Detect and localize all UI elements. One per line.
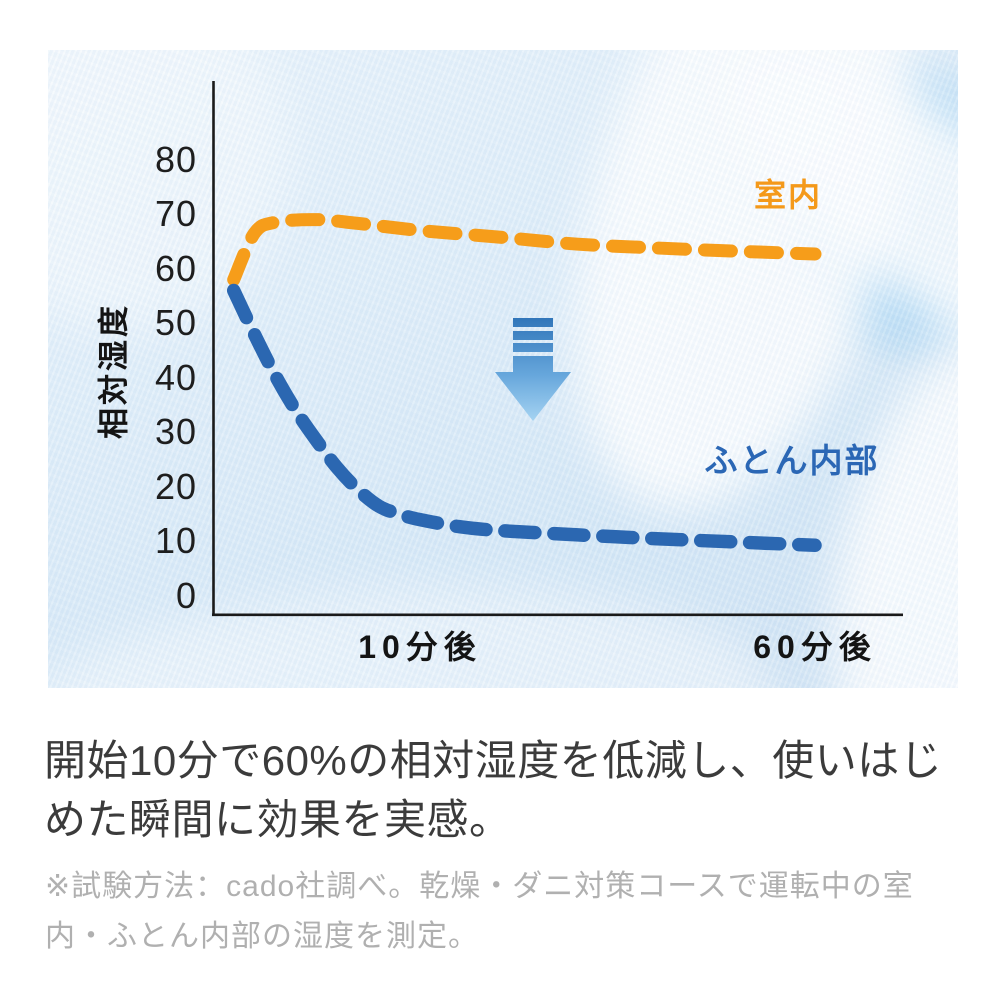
x-tick-label: 60分後 [753, 629, 877, 665]
note-line: ※試験方法：cado社調べ。乾燥・ダニ対策コースで運転中の室 [45, 870, 914, 903]
down-arrow-icon [495, 318, 571, 421]
chart-panel: 相対湿度 80 70 60 50 40 30 20 10 0 10分後 60分後 室内 ふとん内部 [48, 50, 958, 688]
caption-line: めた瞬間に効果を実感。 [44, 796, 512, 843]
caption-line: 開始10分で60%の相対湿度を低減し、使いはじ [44, 737, 943, 784]
methodology-note: ※試験方法：cado社調べ。乾燥・ダニ対策コースで運転中の室 内・ふとん内部の湿… [45, 862, 961, 962]
note-line: 内・ふとん内部の湿度を測定。 [45, 920, 479, 953]
y-tick-label: 40 [154, 356, 197, 398]
y-tick-label: 30 [154, 411, 197, 453]
caption: 開始10分で60%の相対湿度を低減し、使いはじ めた瞬間に効果を実感。 [44, 731, 960, 849]
y-tick-label: 20 [154, 465, 197, 507]
series-line-indoor [227, 213, 822, 287]
x-tick-label: 10分後 [358, 629, 482, 665]
y-tick-label: 10 [154, 520, 197, 562]
series-label-futon: ふとん内部 [704, 442, 880, 479]
y-tick-label: 80 [154, 138, 197, 180]
series-line-futon [226, 283, 822, 553]
y-tick-label: 50 [154, 302, 197, 344]
series-lines [226, 213, 822, 553]
y-tick-label: 70 [154, 193, 197, 235]
chart-svg [212, 81, 903, 617]
y-tick-label: 60 [154, 247, 197, 289]
series-label-indoor: 室内 [753, 177, 823, 213]
y-tick-label: 0 [175, 575, 197, 616]
background-texture [48, 50, 958, 688]
